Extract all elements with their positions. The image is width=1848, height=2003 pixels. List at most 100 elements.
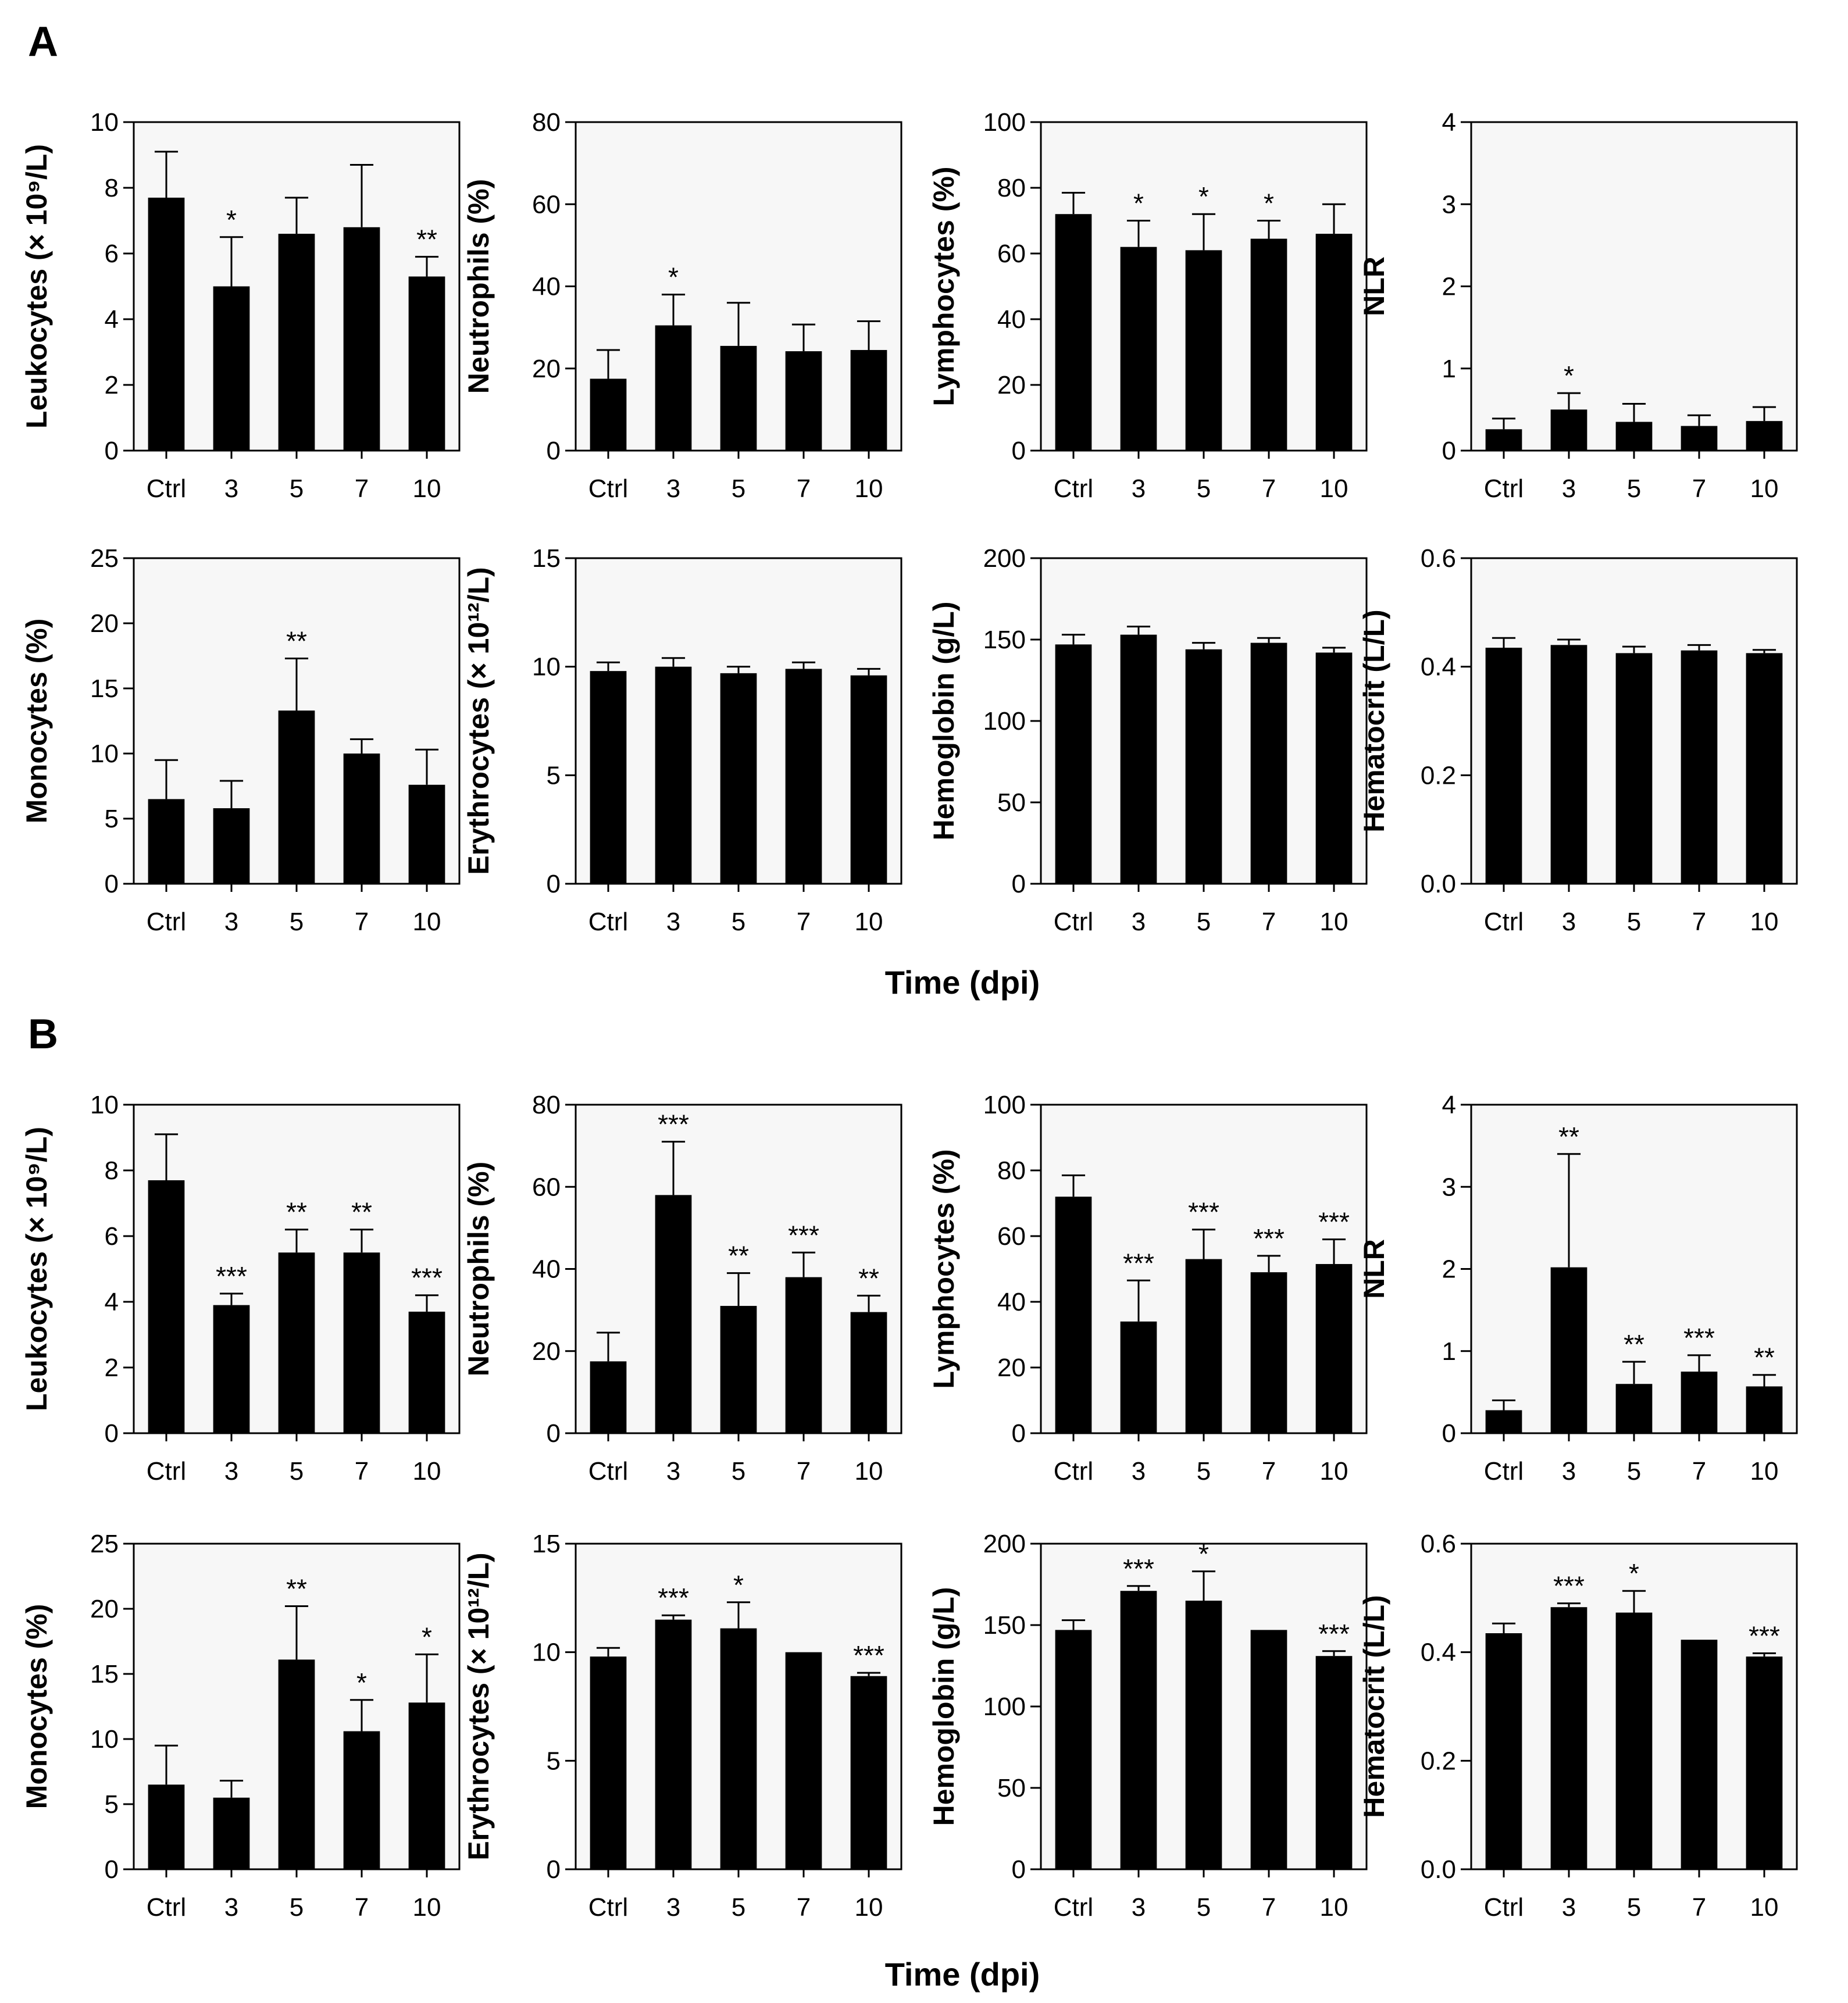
- chart-b-hemoglobin-y-axis-label: Hemoglobin (g/L): [927, 1587, 960, 1826]
- chart-b-leukocytes-ytick-label: 2: [105, 1354, 119, 1382]
- chart-b-lymphocytes-bar: [1315, 1264, 1353, 1433]
- chart-b-hematocrit-ytick-label: 0.0: [1421, 1855, 1456, 1884]
- chart-b-erythrocytes-significance-label: ***: [853, 1640, 884, 1670]
- chart-b-nlr-significance-label: **: [1624, 1329, 1644, 1359]
- chart-a-nlr-xtick-label: 5: [1627, 474, 1641, 503]
- chart-b-hemoglobin-ytick-label: 50: [997, 1774, 1026, 1802]
- chart-b-monocytes-bar: [408, 1702, 445, 1869]
- chart-b-lymphocytes-significance-label: ***: [1188, 1197, 1219, 1227]
- chart-a-leukocytes-xtick-label: 10: [413, 474, 441, 503]
- chart-b-lymphocytes-ytick-label: 20: [997, 1354, 1026, 1382]
- chart-a-neutrophils-y-axis-label: Neutrophils (%): [462, 179, 495, 394]
- chart-a-erythrocytes-bar: [850, 675, 887, 884]
- chart-a-erythrocytes-xtick-label: 5: [732, 908, 745, 936]
- chart-b-hemoglobin-ytick-label: 200: [983, 1530, 1026, 1558]
- chart-b-hemoglobin-bar: [1315, 1656, 1353, 1869]
- chart-b-lymphocytes-bar: [1250, 1272, 1287, 1433]
- chart-a-leukocytes-significance-label: **: [416, 224, 437, 255]
- chart-b-hematocrit-ytick-label: 0.4: [1421, 1638, 1456, 1667]
- chart-a-hematocrit-xtick-label: 7: [1692, 908, 1706, 936]
- chart-b-hemoglobin: 0 50 100 150 200 Hemoglobin (g/L) Ctrl *** 3 * 5 7 *…: [927, 1530, 1368, 1922]
- chart-a-neutrophils-significance-label: *: [668, 262, 679, 292]
- chart-a-monocytes-xtick-label: 3: [224, 908, 238, 936]
- chart-a-nlr-bar: [1681, 426, 1718, 451]
- chart-b-lymphocytes-bar: [1120, 1321, 1157, 1433]
- chart-b-neutrophils-ytick-label: 40: [532, 1255, 561, 1284]
- chart-b-monocytes-ytick-label: 0: [105, 1855, 119, 1884]
- chart-b-neutrophils-ytick-label: 0: [547, 1419, 561, 1448]
- chart-a-neutrophils-ytick-label: 40: [532, 273, 561, 301]
- chart-b-leukocytes-xtick-label: 10: [413, 1457, 441, 1486]
- chart-b-neutrophils-bar: [720, 1306, 757, 1433]
- chart-a-lymphocytes-ytick-label: 20: [997, 371, 1026, 399]
- chart-a-hematocrit-y-axis-label: Hematocrit (L/L): [1358, 609, 1390, 832]
- chart-a-monocytes-ytick-label: 20: [90, 609, 119, 638]
- chart-b-lymphocytes-xtick-label: 5: [1197, 1457, 1211, 1486]
- chart-a-leukocytes-ytick-label: 4: [105, 305, 119, 334]
- chart-b-lymphocytes-ytick-label: 80: [997, 1156, 1026, 1185]
- chart-a-leukocytes-significance-label: *: [226, 205, 237, 235]
- chart-a-hemoglobin-ytick-label: 50: [997, 788, 1026, 817]
- chart-a-monocytes-ytick-label: 5: [105, 805, 119, 833]
- chart-a-lymphocytes-xtick-label: Ctrl: [1054, 474, 1093, 503]
- chart-a-hematocrit-bar: [1681, 650, 1718, 884]
- chart-b-lymphocytes-xtick-label: 7: [1262, 1457, 1276, 1486]
- chart-a-erythrocytes-xtick-label: 7: [797, 908, 811, 936]
- chart-a-neutrophils-bar: [720, 345, 757, 451]
- chart-a-leukocytes-ytick-label: 0: [105, 437, 119, 465]
- chart-a-erythrocytes-ytick-label: 15: [532, 544, 561, 573]
- chart-a-hemoglobin-ytick-label: 100: [983, 707, 1026, 735]
- chart-b-erythrocytes: 0 5 10 15 Erythrocytes (× 10¹²/L) Ctrl *** 3 * 5 7…: [462, 1530, 902, 1922]
- chart-a-nlr-xtick-label: 3: [1562, 474, 1576, 503]
- chart-a-neutrophils-xtick-label: 3: [666, 474, 680, 503]
- chart-b-leukocytes-ytick-label: 6: [105, 1222, 119, 1251]
- chart-b-nlr-bar: [1746, 1386, 1783, 1433]
- chart-b-erythrocytes-significance-label: *: [733, 1570, 744, 1600]
- chart-a-leukocytes-bar: [343, 227, 380, 451]
- chart-a-leukocytes-bar: [278, 234, 315, 451]
- chart-a-lymphocytes-significance-label: *: [1133, 188, 1144, 219]
- chart-a-erythrocytes-xtick-label: 3: [666, 908, 680, 936]
- chart-a-hematocrit-xtick-label: Ctrl: [1484, 908, 1524, 936]
- chart-a-monocytes: 0 5 10 15 20 25 Monocytes (%) Ctrl 3 ** 5 7 10: [20, 544, 461, 936]
- chart-b-hematocrit-y-axis-label: Hematocrit (L/L): [1358, 1595, 1390, 1818]
- chart-b-erythrocytes-bar: [785, 1652, 822, 1869]
- chart-b-neutrophils-bar: [655, 1195, 692, 1433]
- chart-a-hemoglobin: 0 50 100 150 200 Hemoglobin (g/L) Ctrl 3 5 7 10: [927, 544, 1368, 936]
- chart-b-erythrocytes-xtick-label: 5: [732, 1893, 745, 1922]
- chart-b-leukocytes-significance-label: ***: [216, 1261, 247, 1291]
- chart-a-nlr-bar: [1550, 409, 1587, 451]
- chart-b-hemoglobin-significance-label: ***: [1318, 1619, 1350, 1649]
- chart-b-hematocrit-xtick-label: Ctrl: [1484, 1893, 1524, 1922]
- chart-a-erythrocytes-bar: [720, 673, 757, 884]
- chart-a-monocytes-xtick-label: Ctrl: [147, 908, 186, 936]
- chart-b-hematocrit-bar: [1681, 1640, 1718, 1869]
- chart-a-lymphocytes-bar: [1120, 247, 1157, 451]
- chart-b-erythrocytes-y-axis-label: Erythrocytes (× 10¹²/L): [462, 1552, 495, 1860]
- chart-b-leukocytes-xtick-label: 3: [224, 1457, 238, 1486]
- chart-b-hemoglobin-significance-label: *: [1198, 1539, 1209, 1569]
- chart-b-nlr-ytick-label: 0: [1442, 1419, 1456, 1448]
- chart-b-lymphocytes-bar: [1055, 1197, 1092, 1433]
- chart-b-monocytes-ytick-label: 15: [90, 1660, 119, 1688]
- chart-b-neutrophils-bar: [590, 1361, 627, 1433]
- chart-b-leukocytes-bar: [148, 1180, 185, 1433]
- chart-a-erythrocytes: 0 5 10 15 Erythrocytes (× 10¹²/L) Ctrl 3 5 7 10: [462, 544, 902, 936]
- chart-a-hematocrit-bar: [1615, 653, 1653, 884]
- chart-a-monocytes-xtick-label: 5: [290, 908, 304, 936]
- chart-a-hematocrit-bar: [1746, 653, 1783, 884]
- chart-a-hemoglobin-bar: [1315, 652, 1353, 884]
- chart-b-erythrocytes-xtick-label: 7: [797, 1893, 811, 1922]
- chart-b-leukocytes-significance-label: ***: [411, 1263, 443, 1293]
- chart-b-hemoglobin-bar: [1055, 1630, 1092, 1869]
- chart-a-hemoglobin-bar: [1250, 642, 1287, 884]
- chart-a-erythrocytes-ytick-label: 5: [547, 761, 561, 790]
- chart-a-neutrophils-bar: [850, 349, 887, 451]
- chart-a-lymphocytes-bar: [1185, 250, 1222, 451]
- chart-a-nlr-xtick-label: Ctrl: [1484, 474, 1524, 503]
- chart-b-erythrocytes-xtick-label: 3: [666, 1893, 680, 1922]
- chart-a-erythrocytes-ytick-label: 10: [532, 653, 561, 681]
- chart-b-leukocytes-significance-label: **: [351, 1197, 372, 1227]
- chart-a-erythrocytes-xtick-label: Ctrl: [588, 908, 628, 936]
- chart-b-lymphocytes-ytick-label: 100: [983, 1091, 1026, 1119]
